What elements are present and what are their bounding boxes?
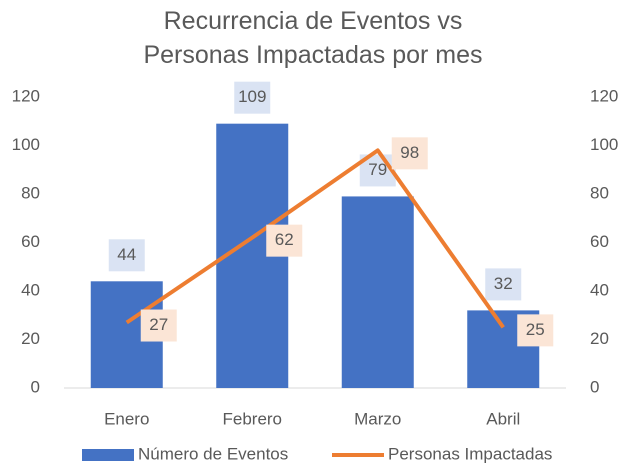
y-tick-label: 100 bbox=[12, 135, 40, 154]
y2-tick-label: 20 bbox=[590, 329, 609, 348]
line-value-label-bg bbox=[266, 224, 303, 257]
y-tick-label: 120 bbox=[12, 86, 40, 105]
chart-title: Recurrencia de Eventos vs Personas Impac… bbox=[143, 7, 483, 69]
line-value-label: 62 bbox=[275, 230, 294, 249]
bar bbox=[341, 196, 414, 388]
bar-value-label-bg bbox=[234, 81, 271, 114]
y-tick-label: 40 bbox=[21, 280, 40, 299]
y2-tick-label: 120 bbox=[590, 86, 618, 105]
legend-label: Número de Eventos bbox=[138, 444, 288, 463]
y2-tick-label: 0 bbox=[590, 377, 599, 396]
y2-tick-label: 80 bbox=[590, 183, 609, 202]
line-value-label-bg bbox=[391, 137, 428, 170]
x-tick-label: Enero bbox=[104, 409, 149, 428]
y-tick-label: 80 bbox=[21, 183, 40, 202]
line bbox=[125, 148, 505, 329]
x-tick-label: Marzo bbox=[354, 409, 401, 428]
bar-value-label: 44 bbox=[117, 245, 136, 264]
bar-value-label-bg bbox=[108, 239, 145, 272]
bar-value-label: 79 bbox=[368, 160, 387, 179]
line-value-label: 98 bbox=[400, 143, 419, 162]
line-value-label-bg bbox=[140, 309, 177, 342]
y-tick-label: 60 bbox=[21, 232, 40, 251]
bar-value-label: 32 bbox=[494, 274, 513, 293]
y-tick-label: 20 bbox=[21, 329, 40, 348]
x-tick-label: Abril bbox=[486, 409, 520, 428]
y2-tick-label: 60 bbox=[590, 232, 609, 251]
line-value-label: 25 bbox=[526, 320, 545, 339]
y-tick-label: 0 bbox=[31, 377, 40, 396]
y2-tick-label: 40 bbox=[590, 280, 609, 299]
line-value-label-bg bbox=[517, 314, 554, 347]
bar-value-label: 109 bbox=[238, 87, 266, 106]
line-value-label: 27 bbox=[149, 315, 168, 334]
bar-value-label-bg bbox=[485, 268, 522, 301]
x-tick-label: Febrero bbox=[222, 409, 282, 428]
legend-swatch bbox=[82, 449, 134, 461]
y2-tick-label: 100 bbox=[590, 135, 618, 154]
legend-label: Personas Impactadas bbox=[388, 444, 552, 463]
